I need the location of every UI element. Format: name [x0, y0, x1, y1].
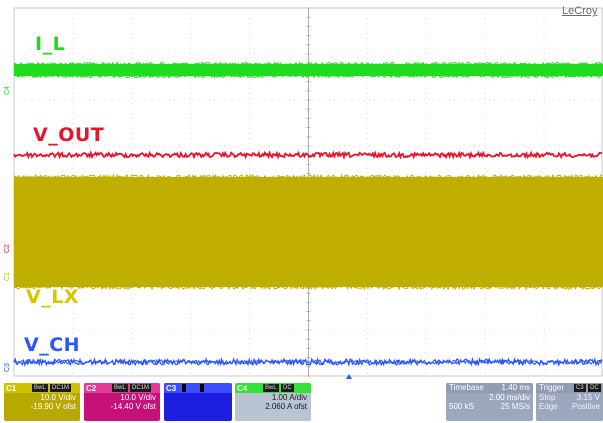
channel-4-box[interactable]: C4 BwL DC 1.00 A/div 2.060 A ofst [235, 383, 311, 421]
trace-label-vout: V_OUT [33, 124, 105, 146]
channel-1-name: C1 [6, 384, 17, 393]
channel-2-offset: -14.40 V ofst [110, 402, 156, 411]
trace-vout [13, 149, 603, 161]
trace-label-vlx: V_LX [26, 286, 79, 308]
trigger-position-marker [346, 374, 352, 379]
channel-4-bwl-chip: BwL [263, 384, 279, 392]
channel-3-coupling-chip [200, 384, 204, 392]
channel-1-bwl-chip: BwL [32, 384, 48, 392]
channel-1-box[interactable]: C1 BwL DC1M 10.0 V/div -19.90 V ofst [4, 383, 80, 421]
marker-c1: C1 [4, 272, 11, 281]
timebase-box[interactable]: Timebase 1.40 ms 2.00 ms/div 500 kS 25 MS… [446, 383, 533, 421]
channel-3-box[interactable]: C3 [164, 383, 232, 421]
brand-logo: LeCroy [562, 5, 598, 17]
channel-4-name: C4 [237, 384, 248, 393]
trigger-title: Trigger [539, 383, 565, 392]
timebase-delay: 1.40 ms [501, 383, 530, 392]
marker-c4: C4 [4, 86, 11, 95]
timebase-title: Timebase [449, 383, 484, 392]
marker-c2: C2 [4, 244, 11, 253]
channel-4-scale: 1.00 A/div [271, 393, 307, 402]
marker-c3: C3 [4, 363, 11, 372]
channel-1-coupling-chip: DC1M [50, 384, 72, 392]
trace-vlx-band [14, 177, 603, 287]
trace-label-vch: V_CH [24, 334, 81, 356]
trigger-source-chip: C3 [574, 384, 586, 392]
trace-label-il: I_L [35, 33, 66, 55]
trace-il-band [14, 64, 603, 76]
channel-2-coupling-chip: DC1M [130, 384, 152, 392]
trigger-slope: Positive [571, 402, 600, 411]
timebase-rate: 25 MS/s [500, 402, 530, 411]
channel-2-bwl-chip: BwL [112, 384, 128, 392]
timebase-scale: 2.00 ms/div [489, 393, 530, 402]
status-bar: C1 BwL DC1M 10.0 V/div -19.90 V ofst C2 … [0, 381, 603, 423]
trace-vlx-edge-bottom [13, 283, 603, 291]
channel-2-name: C2 [86, 384, 97, 393]
trace-vlx-edge-top [13, 173, 603, 181]
channel-1-scale: 10.0 V/div [40, 393, 76, 402]
channel-3-bwl-chip [182, 384, 186, 392]
trigger-level: 3.15 V [576, 393, 600, 402]
trigger-box[interactable]: Trigger C3 DC Stop 3.15 V Edge Positive [536, 383, 603, 421]
trigger-type: Edge [539, 402, 558, 411]
channel-3-name: C3 [166, 384, 177, 393]
channel-4-offset: 2.060 A ofst [265, 402, 307, 411]
channel-2-scale: 10.0 V/div [120, 393, 156, 402]
waveforms [13, 61, 603, 367]
trace-il-edge-top [13, 61, 602, 67]
timebase-samples: 500 kS [449, 402, 474, 411]
channel-1-offset: -19.90 V ofst [30, 402, 76, 411]
trigger-mode: Stop [539, 393, 556, 402]
channel-4-coupling-chip: DC [281, 384, 294, 392]
channel-2-box[interactable]: C2 BwL DC1M 10.0 V/div -14.40 V ofst [84, 383, 160, 421]
trigger-coupling-chip: DC [588, 384, 601, 392]
trace-vch-2 [13, 358, 603, 366]
trace-il-edge-bottom [13, 73, 603, 79]
